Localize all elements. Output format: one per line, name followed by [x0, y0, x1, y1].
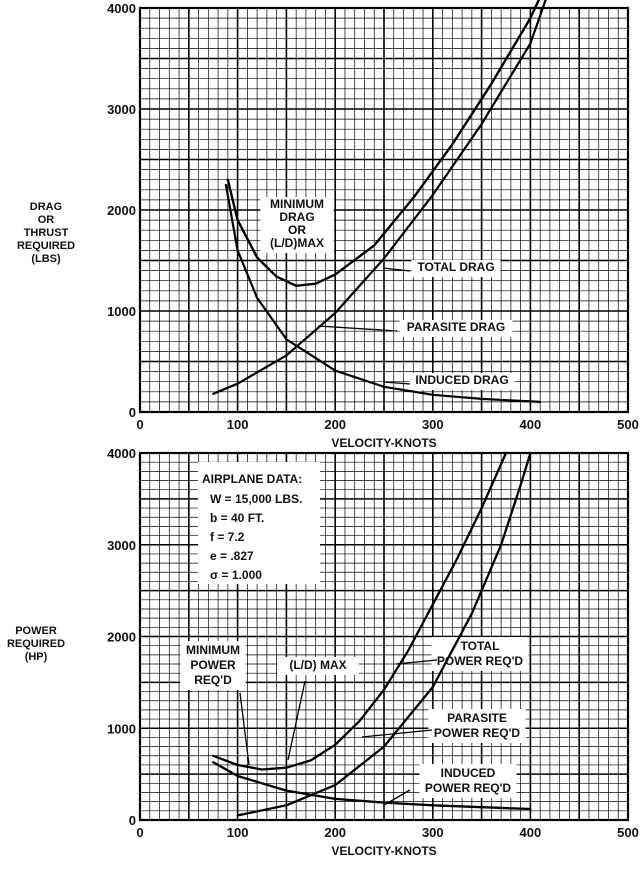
- min-power-annotation-bg: [180, 641, 246, 690]
- parasite-drag-label-line: PARASITE DRAG: [407, 320, 505, 334]
- x-tick-label: 300: [422, 825, 444, 840]
- y-axis-label-line: THRUST: [24, 227, 69, 239]
- airplane-data-line: e = .827: [210, 549, 254, 563]
- y-tick-label: 1000: [107, 721, 136, 736]
- y-tick-label: 3000: [107, 538, 136, 553]
- x-tick-label: 100: [227, 417, 249, 432]
- y-axis-label-line: POWER: [15, 625, 57, 637]
- total-drag-label-bg: [411, 260, 501, 277]
- min-power-leader: [239, 692, 250, 766]
- parasite-drag-label-bg: [399, 320, 513, 337]
- min-power-annotation-line: MINIMUM: [186, 643, 240, 657]
- total-drag-label-line: TOTAL DRAG: [417, 260, 494, 274]
- y-axis-label-line: (HP): [25, 651, 48, 663]
- series-parasite-power-req-d: [236, 451, 532, 817]
- x-tick-label: 300: [422, 417, 444, 432]
- parasite-power-label-line: POWER REQ'D: [434, 726, 521, 740]
- x-axis-label: VELOCITY-KNOTS: [331, 844, 436, 858]
- induced-power-label-bg: [419, 764, 517, 798]
- x-tick-label: 500: [617, 417, 639, 432]
- airplane-data-box: AIRPLANE DATA: W = 15,000 LBS. b = 40 FT. f…: [198, 462, 320, 584]
- x-tick-label: 100: [227, 825, 249, 840]
- y-tick-label: 2000: [107, 630, 136, 645]
- induced-drag-label: INDUCED DRAG: [409, 373, 515, 390]
- airplane-data-line: W = 15,000 LBS.: [210, 492, 302, 506]
- induced-power-label-line: INDUCED: [441, 766, 496, 780]
- min-power-annotation-line: REQ'D: [194, 673, 232, 687]
- series-total-power-req-d: [212, 451, 508, 771]
- plot-frame: [138, 451, 630, 822]
- x-tick-label: 0: [136, 825, 143, 840]
- y-tick-label: 2000: [107, 203, 136, 218]
- series-parasite-drag: [212, 0, 547, 395]
- chart-panel-2: 0 100 200 300 400 500 0 1000 2000 3000 4000 VELOCIT…: [7, 446, 639, 858]
- ld-max-power-annotation: (L/D) MAX: [277, 657, 359, 675]
- y-tick-label: 4000: [107, 1, 136, 16]
- parasite-drag-leader: [317, 325, 398, 332]
- x-tick-label: 200: [324, 825, 346, 840]
- y-tick-label: 0: [129, 813, 136, 828]
- y-axis-label-line: DRAG: [30, 201, 62, 213]
- induced-power-label-line: POWER REQ'D: [425, 781, 512, 795]
- grid: [139, 7, 629, 413]
- induced-power-leader: [383, 789, 411, 806]
- airplane-data-bg: [198, 462, 320, 584]
- airplane-data-line: σ = 1.000: [210, 568, 262, 582]
- min-drag-annotation-line: DRAG: [279, 210, 314, 224]
- min-drag-annotation-bg: [260, 197, 334, 253]
- total-power-label-line: POWER REQ'D: [437, 654, 524, 668]
- y-tick-label: 4000: [107, 446, 136, 461]
- x-tick-label: 0: [136, 417, 143, 432]
- min-drag-annotation-line: (L/D)MAX: [270, 236, 324, 250]
- airplane-data-line: f = 7.2: [210, 530, 245, 544]
- induced-drag-label-line: INDUCED DRAG: [415, 373, 508, 387]
- y-axis-label-line: REQUIRED: [17, 240, 75, 252]
- induced-drag-label-bg: [409, 373, 515, 390]
- parasite-power-leader: [361, 729, 433, 738]
- x-axis-label: VELOCITY-KNOTS: [331, 436, 436, 450]
- min-drag-annotation-line: OR: [288, 223, 306, 237]
- y-tick-label: 1000: [107, 304, 136, 319]
- total-drag-leader: [382, 267, 411, 272]
- series-induced-drag: [224, 183, 542, 403]
- x-tick-label: 400: [520, 825, 542, 840]
- parasite-power-label-bg: [428, 709, 526, 743]
- total-power-leader: [395, 659, 438, 665]
- min-drag-annotation-line: MINIMUM: [270, 197, 324, 211]
- series-induced-power-req-d: [212, 761, 532, 811]
- min-power-annotation-line: POWER: [190, 658, 236, 672]
- total-drag-label: TOTAL DRAG: [411, 260, 501, 277]
- y-axis-label-line: OR: [38, 214, 55, 226]
- x-tick-label: 400: [520, 417, 542, 432]
- x-tick-label: 200: [324, 417, 346, 432]
- total-power-label-line: TOTAL: [461, 639, 500, 653]
- chart-panel-1: 0 100 200 300 400 500 0 1000 2000 3000 4000 VELOCIT…: [17, 0, 639, 450]
- ld-max-power-leader: [287, 680, 306, 761]
- y-tick-label: 0: [129, 405, 136, 420]
- ld-max-power-annotation-bg: [277, 657, 359, 675]
- x-tick-label: 500: [617, 825, 639, 840]
- total-power-label-bg: [431, 637, 529, 671]
- airplane-data-line: b = 40 FT.: [210, 511, 264, 525]
- airplane-data-title: AIRPLANE DATA:: [202, 472, 302, 486]
- y-axis-label-line: (LBS): [31, 253, 61, 265]
- plot-frame: [138, 6, 630, 414]
- parasite-power-label-line: PARASITE: [447, 711, 507, 725]
- y-axis-label-line: REQUIRED: [7, 638, 65, 650]
- induced-drag-leader: [383, 381, 411, 385]
- parasite-drag-label: PARASITE DRAG: [399, 320, 513, 337]
- ld-max-power-annotation-line: (L/D) MAX: [289, 658, 346, 672]
- y-tick-label: 3000: [107, 102, 136, 117]
- series-total-drag: [226, 0, 541, 287]
